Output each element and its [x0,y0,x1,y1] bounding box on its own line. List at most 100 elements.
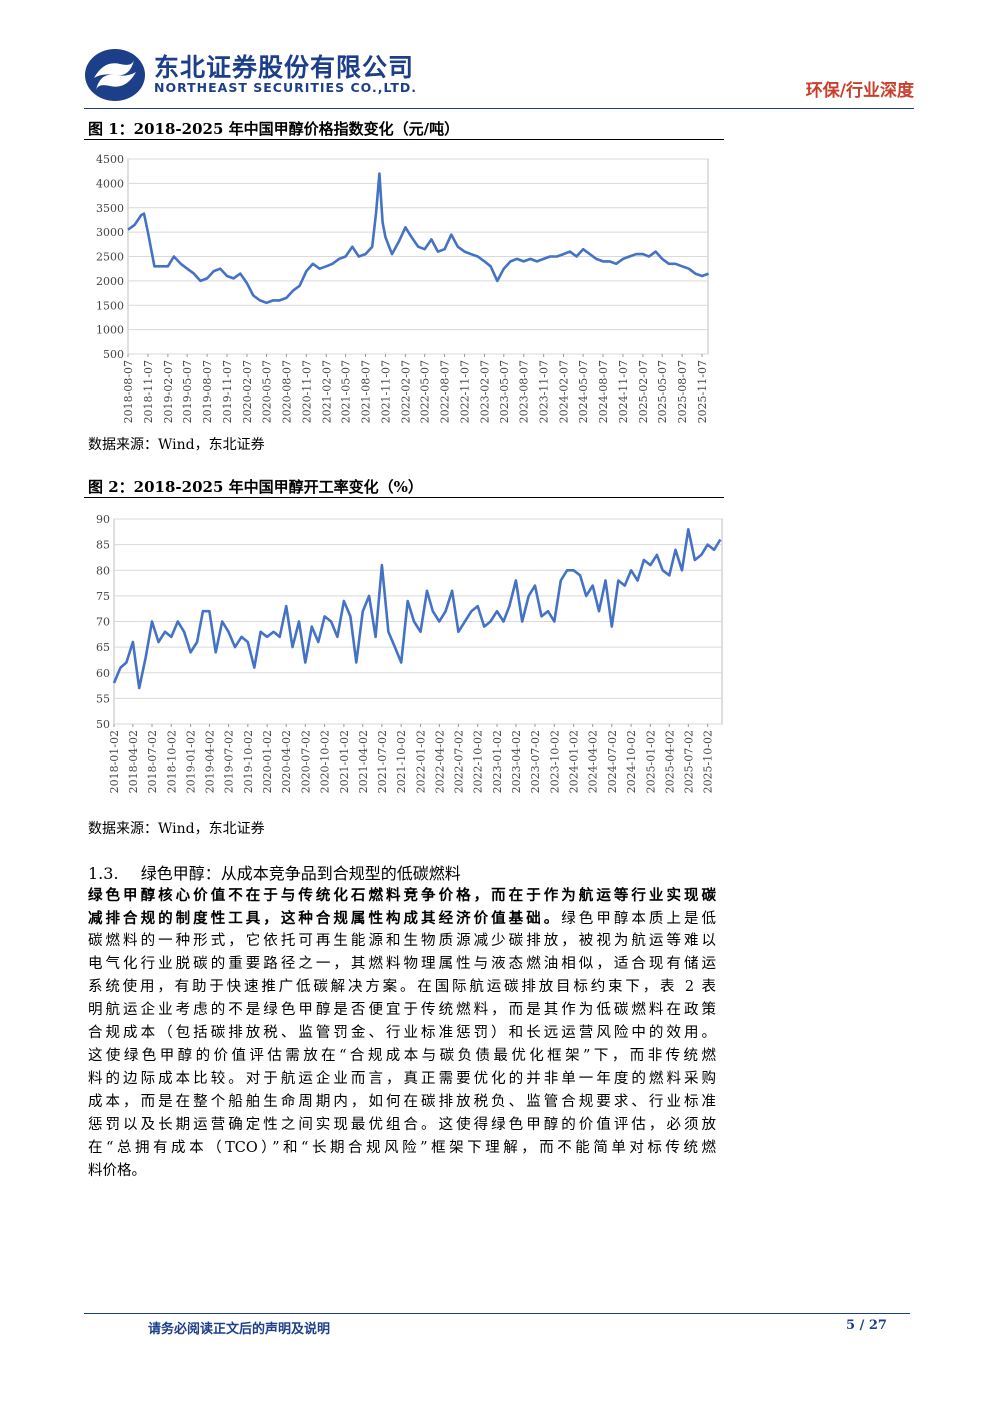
body-text: 电气化行业脱碳的重要路径之一，其燃料物理属性与液态燃油相似，适合现有储运 [88,956,716,972]
x-tick-label: 2025-08-07 [676,360,689,423]
series-line [127,172,710,305]
x-tick-label: 2020-01-02 [261,730,274,793]
x-tick-label: 2018-04-02 [127,730,140,793]
body-line: 减排合规的制度性工具，这种合规属性构成其经济价值基础。绿色甲醇本质上是低 [88,907,716,930]
x-tick-label: 2022-10-02 [472,730,485,793]
x-tick-label: 2023-07-02 [529,730,542,793]
x-tick-label: 2023-02-07 [478,360,491,423]
bold-lead-text: 绿色甲醇核心价值不在于与传统化石燃料竞争价格，而在于作为航运等行业实现碳 [88,887,716,904]
body-line: 明航运企业考虑的不是绿色甲醇是否便宜于传统燃料，而是其作为低碳燃料在政策 [88,999,716,1022]
x-tick-label: 2018-11-07 [142,360,155,423]
x-tick-label: 2021-04-02 [357,730,370,793]
x-tick-label: 2020-07-02 [299,730,312,793]
x-tick-label: 2019-05-07 [181,360,194,423]
x-tick-label: 2022-07-02 [452,730,465,793]
series-line [112,528,722,690]
x-tick-label: 2023-04-02 [510,730,523,793]
y-tick-label: 1000 [96,324,124,337]
body-text: 成本，而是在整个船舶生命周期内，如何在碳排放税负、监管合规要求、行业标准 [88,1094,716,1110]
body-text: 明航运企业考虑的不是绿色甲醇是否便宜于传统燃料，而是其作为低碳燃料在政策 [88,1002,716,1018]
body-line: 这使绿色甲醇的价值评估需放在“合规成本与碳负债最优化框架”下，而非传统燃 [88,1045,716,1068]
disclaimer-note: 请务必阅读正文后的声明及说明 [148,1322,331,1337]
x-tick-label: 2019-01-02 [185,730,198,793]
y-tick-label: 90 [96,513,110,526]
figure1-chart: 500 1000 1500 2000 2500 3000 3500 4000 4500 2018-… [84,144,724,428]
x-tick-label: 2019-04-02 [203,730,216,793]
section-title-text: 绿色甲醇：从成本竞争品到合规型的低碳燃料 [140,864,461,883]
x-tick-label: 2025-05-07 [656,360,669,423]
company-name-cn: 东北证券股份有限公司 [154,53,415,82]
page-number: 5 / 27 [846,1318,887,1333]
y-tick-label: 75 [96,590,110,603]
x-tick-label: 2024-01-02 [568,730,581,793]
y-tick-label: 3500 [96,202,124,215]
price-index-chart: 500 1000 1500 2000 2500 3000 3500 4000 4500 2018-… [96,153,710,423]
body-line: 碳燃料的一种形式，它依托可再生能源和生物质源减少碳排放，被视为航运等难以 [88,930,716,953]
figure1-rule [84,139,724,140]
x-tick-label: 2021-02-07 [320,360,333,423]
body-line: 成本，而是在整个船舶生命周期内，如何在碳排放税负、监管合规要求、行业标准 [88,1091,716,1114]
body-text: 绿色甲醇本质上是低 [561,911,716,927]
x-tick-label: 2020-08-07 [280,360,293,423]
y-tick-label: 500 [103,348,124,361]
x-tick-label: 2024-04-02 [587,730,600,793]
body-text: 在“总拥有成本（TCO）”和“长期合规风险”框架下理解，而不能简单对标传统燃 [88,1140,716,1156]
x-tick-label: 2023-11-07 [538,360,551,423]
x-tick-label: 2024-08-07 [597,360,610,423]
body-line: 在“总拥有成本（TCO）”和“长期合规风险”框架下理解，而不能简单对标传统燃 [88,1137,716,1160]
y-tick-label: 80 [96,564,110,577]
company-name-en: NORTHEAST SECURITIES CO.,LTD. [154,80,418,95]
report-category: 环保/行业深度 [805,81,914,101]
body-line: 合规成本（包括碳排放税、监管罚金、行业标准惩罚）和长远运营风险中的效用。 [88,1022,716,1045]
x-tick-label: 2021-07-02 [376,730,389,793]
body-text: 料价格。 [88,1163,146,1179]
y-tick-label: 85 [96,539,110,552]
x-tick-label: 2021-05-07 [340,360,353,423]
body-text: 惩罚以及长期运营确定性之间实现最优组合。这使得绿色甲醇的价值评估，必须放 [88,1117,716,1133]
operating-rate-chart: 50 55 60 65 70 75 80 85 90 2018-01-02 2018-04-02 20… [96,513,723,793]
y-tick-label: 60 [96,667,110,680]
x-tick-label: 2020-11-07 [300,360,313,423]
body-line: 绿色甲醇核心价值不在于与传统化石燃料竞争价格，而在于作为航运等行业实现碳 [88,884,716,907]
body-text: 碳燃料的一种形式，它依托可再生能源和生物质源减少碳排放，被视为航运等难以 [88,933,716,949]
footer-divider [84,1313,910,1314]
x-tick-label: 2022-08-07 [439,360,452,423]
y-tick-label: 4500 [96,153,124,166]
x-tick-label: 2018-07-02 [146,730,159,793]
body-text: 系统使用，有助于快速推广低碳解决方案。在国际航运碳排放目标约束下，表 2 表 [88,979,716,995]
figure2-title: 图 2：2018-2025 年中国甲醇开工率变化（%） [88,478,423,496]
page-header: 东北证券股份有限公司 NORTHEAST SECURITIES CO.,LTD.… [84,44,914,106]
body-text: 这使绿色甲醇的价值评估需放在“合规成本与碳负债最优化框架”下，而非传统燃 [88,1048,716,1064]
header-divider [84,108,914,109]
section-heading: 1.3. 绿色甲醇：从成本竞争品到合规型的低碳燃料 [88,860,461,884]
x-tick-label: 2021-10-02 [395,730,408,793]
x-tick-label: 2024-07-02 [606,730,619,793]
figure1-title: 图 1：2018-2025 年中国甲醇价格指数变化（元/吨） [88,120,460,138]
body-line: 料的边际成本比较。对于航运企业而言，真正需要优化的并非单一年度的燃料采购 [88,1068,716,1091]
x-tick-label: 2025-01-02 [644,730,657,793]
x-tick-label: 2024-05-07 [577,360,590,423]
x-tick-label: 2024-02-07 [558,360,571,423]
body-text: 合规成本（包括碳排放税、监管罚金、行业标准惩罚）和长远运营风险中的效用。 [88,1025,716,1041]
x-tick-label: 2025-04-02 [663,730,676,793]
figure2-chart: 50 55 60 65 70 75 80 85 90 2018-01-02 2018-04-02 20… [84,502,724,810]
x-tick-label: 2021-11-07 [379,360,392,423]
y-tick-label: 4000 [96,177,124,190]
body-line: 系统使用，有助于快速推广低碳解决方案。在国际航运碳排放目标约束下，表 2 表 [88,976,716,999]
x-tick-label: 2022-01-02 [414,730,427,793]
x-tick-label: 2022-04-02 [433,730,446,793]
x-tick-label: 2019-10-02 [242,730,255,793]
y-tick-label: 70 [96,616,110,629]
y-tick-label: 65 [96,641,110,654]
x-tick-label: 2020-05-07 [260,360,273,423]
x-tick-label: 2018-01-02 [108,730,121,793]
x-tick-label: 2024-10-02 [625,730,638,793]
x-tick-label: 2018-10-02 [165,730,178,793]
body-line: 料价格。 [88,1160,716,1183]
y-tick-label: 3000 [96,226,124,239]
y-tick-label: 2500 [96,251,124,264]
y-tick-label: 55 [96,692,110,705]
y-tick-label: 50 [96,718,110,731]
x-tick-label: 2023-10-02 [548,730,561,793]
figure2-rule [84,497,724,498]
